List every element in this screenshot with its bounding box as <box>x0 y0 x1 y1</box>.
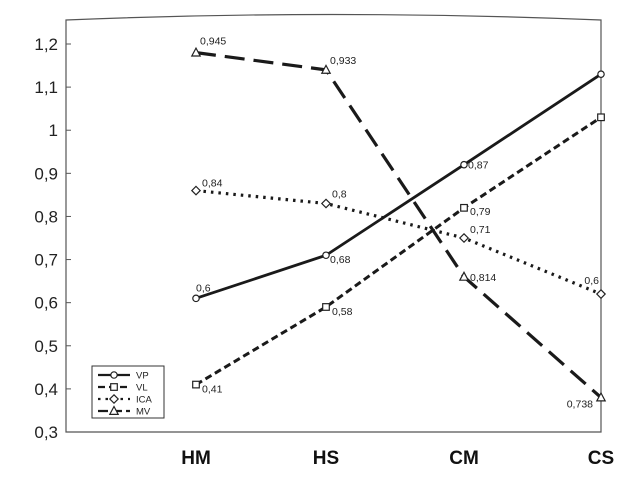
x-tick-label: HS <box>313 448 339 469</box>
data-point-vp <box>460 160 468 169</box>
y-tick-label: 0,5 <box>34 337 58 356</box>
data-point-vl <box>460 203 468 212</box>
data-point-ica <box>458 232 470 244</box>
data-point-ica <box>320 198 332 209</box>
legend-marker-ica <box>108 393 120 405</box>
data-point-vl <box>597 113 605 122</box>
legend-label-vp: VP <box>136 371 149 382</box>
data-point-ica <box>595 288 607 300</box>
data-label-ica: 0,8 <box>332 189 347 201</box>
data-point-vl <box>322 303 330 311</box>
data-label-mv: 0,738 <box>567 399 593 411</box>
data-label-ica: 0,71 <box>470 224 491 236</box>
y-tick-label: 1,1 <box>34 78 58 97</box>
legend-marker-mv <box>108 405 120 415</box>
data-label-mv: 0,814 <box>470 272 496 284</box>
data-point-vl <box>192 380 200 389</box>
y-tick-label: 0,8 <box>34 207 58 226</box>
x-tick-label: CS <box>588 448 614 469</box>
data-label-vp: 0,68 <box>330 254 351 266</box>
data-point-mv <box>595 391 607 402</box>
series-line-vl <box>195 116 602 386</box>
data-point-mv <box>190 46 202 57</box>
data-point-ica <box>190 185 202 196</box>
data-label-vl: 0,79 <box>470 206 491 218</box>
y-tick-label: 0,7 <box>34 251 58 270</box>
legend-label-mv: MV <box>136 407 151 418</box>
y-tick-label: 0,9 <box>34 164 58 183</box>
data-point-vp <box>192 294 200 303</box>
data-label-mv: 0,933 <box>330 55 356 67</box>
legend-marker-vl <box>110 383 118 391</box>
data-point-vp <box>597 70 605 78</box>
data-label-ica: 0,6 <box>584 275 599 287</box>
legend-marker-vp <box>110 371 118 379</box>
legend-label-vl: VL <box>136 383 148 394</box>
data-label-ica: 0,84 <box>202 178 223 190</box>
data-point-mv <box>320 64 332 74</box>
data-label-vp: 0,6 <box>196 282 211 294</box>
x-tick-label: CM <box>449 448 479 469</box>
x-tick-label: HM <box>181 448 211 469</box>
series-line-vp <box>195 73 602 300</box>
data-label-vl: 0,58 <box>332 306 353 318</box>
y-tick-label: 0,6 <box>34 294 58 313</box>
data-point-mv <box>458 271 470 281</box>
y-tick-label: 0,3 <box>34 423 58 442</box>
y-tick-label: 1 <box>49 121 58 140</box>
y-tick-label: 1,2 <box>34 35 58 54</box>
plot-frame <box>65 13 602 433</box>
data-label-vl: 0,41 <box>202 384 223 396</box>
series-line-mv <box>195 51 603 399</box>
series-line-ica <box>195 188 602 296</box>
data-point-vp <box>322 251 330 260</box>
data-label-mv: 0,945 <box>200 36 226 48</box>
data-label-vp: 0,87 <box>468 160 489 172</box>
y-tick-label: 0,4 <box>34 380 58 399</box>
legend-label-ica: ICA <box>136 395 153 406</box>
